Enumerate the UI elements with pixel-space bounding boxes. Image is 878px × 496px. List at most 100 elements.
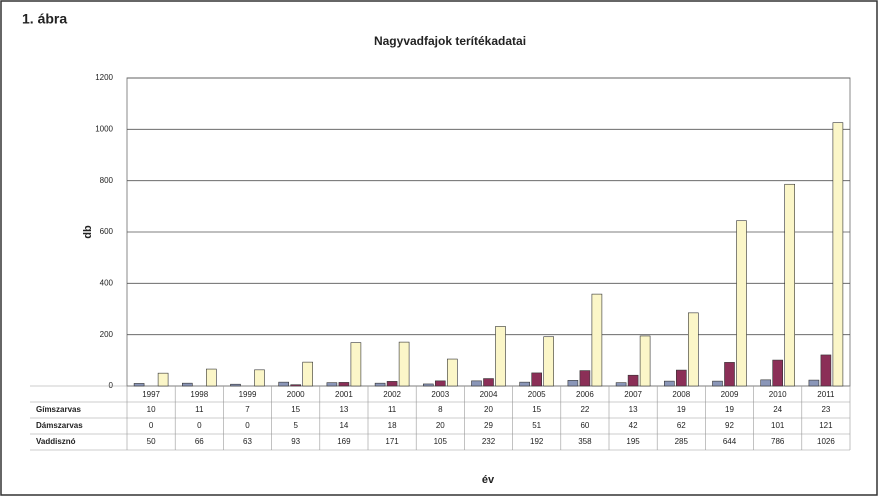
table-value: 22 (580, 405, 589, 414)
x-tick-label: 1997 (142, 390, 160, 399)
bar (687, 312, 699, 387)
table-value: 19 (725, 405, 734, 414)
bar (712, 380, 723, 387)
table-value: 285 (675, 437, 689, 446)
bar (820, 354, 832, 387)
x-tick-label: 2003 (431, 390, 449, 399)
y-tick-label: 600 (100, 227, 114, 236)
table-value: 92 (725, 421, 734, 430)
y-tick-label: 0 (109, 381, 114, 390)
table-value: 7 (245, 405, 250, 414)
bar (724, 362, 735, 387)
bar (772, 359, 784, 387)
bar (446, 358, 458, 387)
table-value: 15 (532, 405, 541, 414)
bar (784, 183, 796, 387)
table-value: 20 (436, 421, 445, 430)
table-value: 786 (771, 437, 785, 446)
table-value: 0 (245, 421, 250, 430)
bar (374, 382, 386, 387)
table-value: 8 (438, 405, 443, 414)
x-tick-label: 2010 (769, 390, 787, 399)
bar (398, 341, 410, 387)
table-value: 18 (388, 421, 397, 430)
table-value: 105 (434, 437, 448, 446)
table-value: 13 (629, 405, 638, 414)
bar (326, 382, 338, 387)
table-value: 15 (291, 405, 300, 414)
y-axis-label: db (82, 225, 94, 239)
bar (206, 368, 217, 387)
bar (483, 378, 494, 387)
table-value: 93 (291, 437, 300, 446)
table-value: 169 (337, 437, 351, 446)
table-value: 13 (339, 405, 348, 414)
x-tick-label: 1998 (190, 390, 208, 399)
table-value: 10 (147, 405, 156, 414)
x-tick-label: 2007 (624, 390, 642, 399)
table-value: 60 (580, 421, 589, 430)
table-value: 11 (195, 405, 204, 414)
x-tick-label: 2005 (528, 390, 546, 399)
y-tick-label: 1000 (95, 124, 113, 133)
bar (543, 336, 555, 387)
x-tick-label: 2001 (335, 390, 353, 399)
bar (230, 383, 241, 387)
table-value: 29 (484, 421, 493, 430)
bar (157, 372, 169, 387)
table-value: 66 (195, 437, 204, 446)
y-tick-label: 400 (100, 278, 114, 287)
bar (639, 335, 651, 387)
bar (182, 382, 193, 387)
table-value: 63 (243, 437, 252, 446)
bar (254, 369, 265, 387)
table-value: 50 (147, 437, 156, 446)
y-tick-label: 800 (100, 176, 114, 185)
table-value: 42 (629, 421, 638, 430)
bar (615, 382, 627, 387)
table-value: 0 (149, 421, 154, 430)
table-value: 121 (819, 421, 833, 430)
x-tick-label: 2008 (672, 390, 690, 399)
bar (495, 326, 506, 387)
table-value: 101 (771, 421, 785, 430)
bar (422, 383, 434, 387)
bar (531, 372, 543, 387)
bar (278, 381, 290, 387)
x-tick-label: 2011 (817, 390, 835, 399)
bar (627, 374, 639, 387)
bar (736, 220, 747, 387)
table-value: 358 (578, 437, 592, 446)
table-value: 20 (484, 405, 493, 414)
x-tick-label: 1999 (239, 390, 257, 399)
legend-label: Dámszarvas (36, 421, 83, 430)
bar (675, 369, 687, 387)
table-value: 1026 (817, 437, 835, 446)
table-value: 5 (293, 421, 298, 430)
x-tick-label: 2009 (721, 390, 739, 399)
corner-label: 1. ábra (22, 11, 67, 27)
bar (338, 382, 350, 387)
x-tick-label: 2004 (480, 390, 498, 399)
bar (350, 342, 362, 387)
bar (386, 381, 398, 387)
bar (133, 383, 145, 387)
bar (663, 380, 675, 387)
table-value: 192 (530, 437, 544, 446)
table-value: 19 (677, 405, 686, 414)
table-value: 62 (677, 421, 686, 430)
bar (519, 381, 531, 387)
table-value: 232 (482, 437, 496, 446)
x-tick-label: 2002 (383, 390, 401, 399)
table-value: 14 (339, 421, 348, 430)
x-axis-label: év (482, 474, 495, 486)
bar (567, 380, 579, 387)
table-value: 23 (821, 405, 830, 414)
chart-title: Nagyvadfajok terítékadatai (374, 34, 526, 48)
x-tick-label: 2000 (287, 390, 305, 399)
bar (591, 293, 603, 387)
table-value: 11 (388, 405, 397, 414)
table-value: 195 (626, 437, 640, 446)
bar (471, 380, 482, 387)
